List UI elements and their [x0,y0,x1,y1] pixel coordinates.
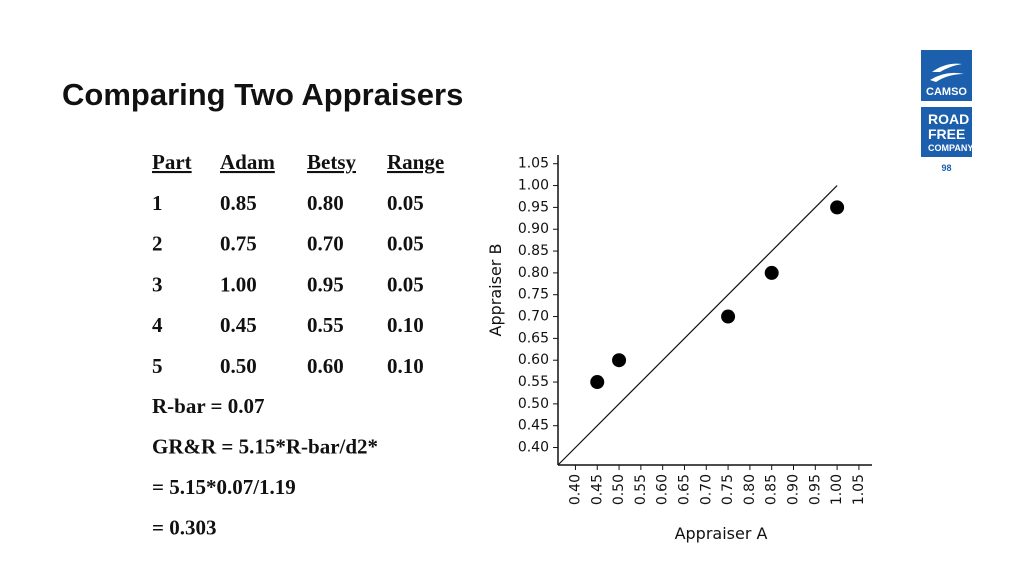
x-tick-label: 0.50 [611,474,627,505]
y-tick-label: 1.00 [518,178,549,194]
x-tick-label: 0.75 [720,474,736,505]
table-cell: 0.10 [387,354,424,378]
y-tick-label: 0.85 [518,243,549,259]
note-line: = 5.15*0.07/1.19 [152,475,296,499]
logo-tagline: FREE [928,126,965,142]
point [590,375,605,390]
x-tick-label: 1.05 [851,474,867,505]
table-cell: 0.05 [387,191,424,215]
table-cell: 0.50 [220,354,257,378]
table-cell: 0.60 [307,354,344,378]
table-cell: 4 [152,313,163,337]
table-cell: 5 [152,354,163,378]
page-number: 98 [941,163,951,173]
x-tick-label: 0.90 [786,474,802,505]
table-cell: 0.85 [220,191,257,215]
x-tick-label: 0.65 [676,474,692,505]
x-tick-label: 0.70 [698,474,714,505]
y-tick-label: 0.60 [518,352,549,368]
table-header: Part [152,150,192,174]
x-tick-label: 0.85 [764,474,780,505]
table-header: Adam [220,150,275,174]
point [764,265,779,280]
table-cell: 0.05 [387,272,424,296]
y-tick-label: 0.95 [518,199,549,215]
y-tick-label: 1.05 [518,156,549,172]
point [721,309,736,324]
table-cell: 0.10 [387,313,424,337]
table-cell: 0.70 [307,232,344,256]
y-tick-label: 0.55 [518,374,549,390]
y-tick-label: 0.65 [518,330,549,346]
logo-tagline: COMPANY [928,143,973,153]
logo-tagline: ROAD [928,111,969,127]
table-cell: 0.95 [307,272,344,296]
table-cell: 0.75 [220,232,257,256]
note-line: = 0.303 [152,516,216,540]
table-cell: 1.00 [220,272,257,296]
y-axis-label: Appraiser B [486,244,505,337]
x-axis-label: Appraiser A [675,524,768,543]
table-cell: 3 [152,272,163,296]
point [612,353,627,368]
table-cell: 1 [152,191,163,215]
note-line: R-bar = 0.07 [152,394,265,418]
y-tick-label: 0.40 [518,440,549,456]
y-tick-label: 0.50 [518,396,549,412]
table-cell: 0.45 [220,313,257,337]
x-tick-label: 1.00 [829,474,845,505]
table-cell: 2 [152,232,163,256]
note-line: GR&R = 5.15*R-bar/d2* [152,435,378,459]
table-cell: 0.80 [307,191,344,215]
y-tick-label: 0.45 [518,418,549,434]
x-tick-label: 0.80 [742,474,758,505]
point [830,200,845,215]
table-header: Betsy [307,150,356,174]
x-tick-label: 0.40 [567,474,583,505]
y-tick-label: 0.70 [518,309,549,325]
y-tick-label: 0.90 [518,221,549,237]
logo-box [921,107,972,157]
slide-title: Comparing Two Appraisers [62,77,463,112]
y-tick-label: 0.80 [518,265,549,281]
table-header: Range [387,150,444,174]
logo-brand: CAMSO [926,86,967,98]
table-cell: 0.05 [387,232,424,256]
x-tick-label: 0.95 [807,474,823,505]
x-tick-label: 0.45 [589,474,605,505]
reference-line [557,185,838,466]
table-cell: 0.55 [307,313,344,337]
x-tick-label: 0.55 [633,474,649,505]
logo-icon [930,63,964,82]
x-tick-label: 0.60 [655,474,671,505]
y-tick-label: 0.75 [518,287,549,303]
